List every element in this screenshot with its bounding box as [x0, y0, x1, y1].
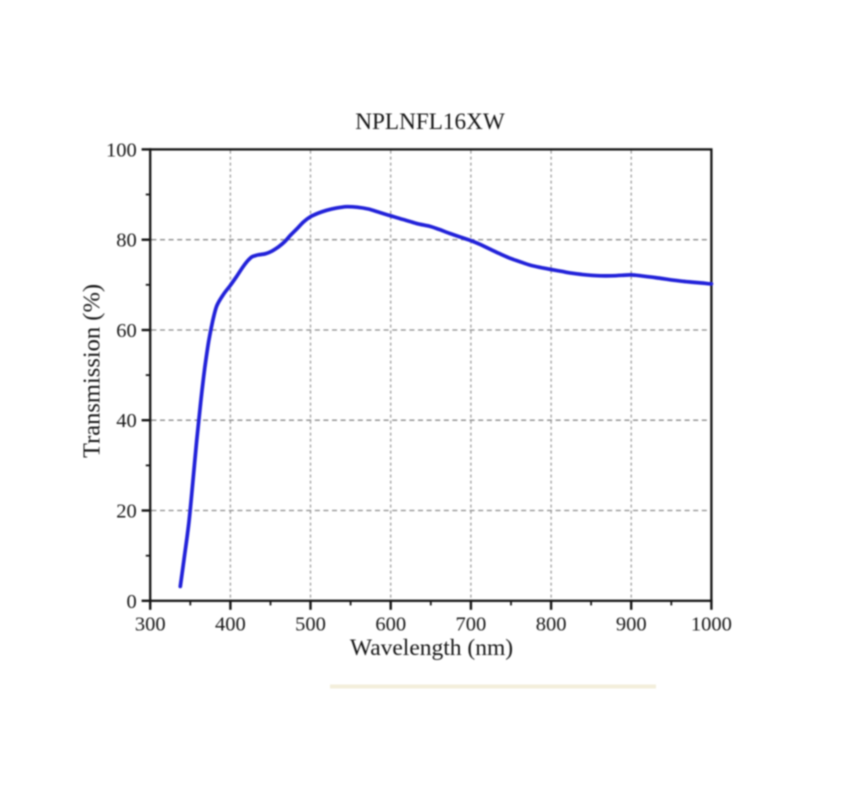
svg-text:900: 900 — [616, 614, 647, 636]
svg-text:Wavelength (nm): Wavelength (nm) — [350, 635, 513, 661]
svg-text:300: 300 — [135, 614, 166, 636]
svg-text:0: 0 — [127, 591, 137, 613]
svg-text:40: 40 — [116, 410, 137, 432]
svg-text:60: 60 — [116, 320, 137, 342]
svg-text:80: 80 — [116, 230, 137, 252]
svg-text:700: 700 — [456, 614, 487, 636]
svg-text:1000: 1000 — [691, 614, 732, 636]
svg-text:800: 800 — [536, 614, 567, 636]
svg-text:100: 100 — [106, 139, 137, 161]
svg-text:600: 600 — [375, 614, 406, 636]
svg-text:500: 500 — [295, 614, 326, 636]
svg-text:400: 400 — [215, 614, 246, 636]
svg-text:NPLNFL16XW: NPLNFL16XW — [355, 109, 505, 135]
svg-text:20: 20 — [116, 501, 137, 523]
svg-text:Transmission (%): Transmission (%) — [79, 284, 106, 458]
